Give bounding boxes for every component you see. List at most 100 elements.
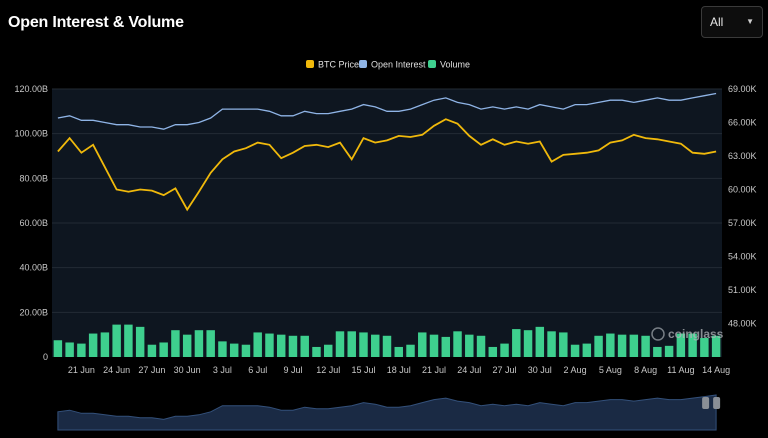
navigator-area: [57, 394, 717, 431]
x-tick-label: 30 Jun: [174, 365, 201, 375]
volume-bar[interactable]: [394, 346, 403, 357]
volume-bar[interactable]: [312, 346, 321, 357]
coinglass-logo-icon: [651, 327, 665, 341]
navigator-right-handle[interactable]: [713, 397, 721, 409]
volume-bar[interactable]: [265, 333, 274, 357]
volume-bar[interactable]: [711, 335, 721, 357]
legend-swatch: [306, 60, 314, 68]
volume-bar[interactable]: [323, 344, 333, 357]
volume-bar[interactable]: [276, 334, 286, 357]
chevron-down-icon: ▼: [746, 17, 754, 26]
volume-bar[interactable]: [347, 331, 356, 357]
volume-bar[interactable]: [100, 332, 110, 357]
volume-bar[interactable]: [65, 342, 74, 357]
volume-bar[interactable]: [653, 346, 662, 357]
right-tick-label: 48.00K: [728, 319, 757, 329]
btc-price-line[interactable]: [57, 118, 717, 212]
range-navigator[interactable]: [57, 394, 721, 431]
legend[interactable]: BTC Price Open Interest Volume: [306, 60, 470, 70]
x-tick-label: 6 Jul: [248, 365, 267, 375]
x-tick-label: 21 Jul: [422, 365, 446, 375]
volume-bar[interactable]: [206, 330, 215, 357]
volume-bar[interactable]: [253, 332, 262, 357]
legend-swatch: [359, 60, 367, 68]
volume-bar[interactable]: [53, 340, 63, 357]
x-tick-label: 9 Jul: [283, 365, 302, 375]
volume-bar[interactable]: [418, 332, 427, 357]
left-axis: 0 20.00B 40.00B 60.00B 80.00B 100.00B 120.00B: [14, 84, 48, 362]
left-tick-label: 60.00B: [19, 218, 48, 228]
volume-bar[interactable]: [523, 330, 533, 357]
volume-bar[interactable]: [77, 343, 86, 357]
volume-bar[interactable]: [664, 345, 674, 357]
volume-bar[interactable]: [676, 333, 686, 357]
volume-bar[interactable]: [171, 330, 180, 357]
volume-bar[interactable]: [582, 343, 592, 357]
legend-item[interactable]: Open Interest: [359, 60, 426, 70]
volume-bar[interactable]: [500, 343, 509, 357]
range-dropdown-value: All: [710, 15, 724, 29]
volume-bar[interactable]: [88, 333, 98, 357]
right-tick-label: 57.00K: [728, 218, 757, 228]
left-tick-label: 120.00B: [14, 84, 48, 94]
volume-bar[interactable]: [476, 335, 486, 357]
volume-bar[interactable]: [700, 338, 709, 357]
volume-bar[interactable]: [288, 335, 298, 357]
volume-bar[interactable]: [135, 326, 145, 357]
x-tick-label: 15 Jul: [351, 365, 375, 375]
volume-bar[interactable]: [488, 346, 498, 357]
left-tick-label: 20.00B: [19, 307, 48, 317]
volume-bar[interactable]: [570, 344, 580, 357]
left-tick-label: 0: [43, 352, 48, 362]
volume-bar[interactable]: [547, 331, 556, 357]
volume-bar[interactable]: [465, 334, 474, 357]
volume-bar[interactable]: [406, 344, 415, 357]
volume-bar[interactable]: [594, 335, 603, 357]
x-tick-label: 27 Jul: [493, 365, 517, 375]
volume-bar[interactable]: [300, 335, 309, 357]
volume-bar[interactable]: [147, 344, 157, 357]
volume-bar[interactable]: [359, 332, 368, 357]
volume-bar[interactable]: [371, 334, 380, 357]
right-axis: 48.00K 51.00K 54.00K 57.00K 60.00K 63.00K 66.0…: [728, 84, 757, 329]
volume-bar[interactable]: [535, 326, 545, 357]
x-tick-label: 30 Jul: [528, 365, 552, 375]
x-tick-label: 3 Jul: [213, 365, 232, 375]
volume-bar[interactable]: [629, 334, 639, 357]
right-tick-label: 60.00K: [728, 185, 757, 195]
volume-bar[interactable]: [606, 333, 615, 357]
legend-swatch: [428, 60, 436, 68]
volume-bar[interactable]: [441, 336, 451, 357]
volume-bar[interactable]: [194, 330, 204, 357]
right-tick-label: 54.00K: [728, 252, 757, 262]
volume-bar[interactable]: [229, 343, 239, 357]
volume-bar[interactable]: [688, 333, 697, 357]
open-interest-line[interactable]: [57, 92, 717, 130]
volume-bars[interactable]: [53, 324, 721, 357]
navigator-left-handle[interactable]: [702, 397, 710, 409]
volume-bar[interactable]: [182, 334, 192, 357]
volume-bar[interactable]: [641, 335, 650, 357]
range-dropdown[interactable]: All ▼: [701, 6, 763, 38]
right-tick-label: 69.00K: [728, 84, 757, 94]
legend-label: BTC Price: [318, 60, 359, 70]
volume-bar[interactable]: [159, 342, 168, 357]
volume-bar[interactable]: [617, 334, 627, 357]
volume-bar[interactable]: [453, 331, 462, 357]
legend-item[interactable]: Volume: [428, 60, 470, 70]
watermark-text: coinglass: [668, 327, 724, 341]
volume-bar[interactable]: [241, 344, 251, 357]
volume-bar[interactable]: [335, 331, 345, 357]
volume-bar[interactable]: [382, 335, 392, 357]
legend-label: Volume: [440, 60, 470, 70]
volume-bar[interactable]: [429, 334, 439, 357]
volume-bar[interactable]: [512, 329, 521, 357]
volume-bar[interactable]: [124, 324, 133, 357]
volume-bar[interactable]: [112, 324, 121, 357]
x-tick-label: 8 Aug: [634, 365, 657, 375]
volume-bar[interactable]: [559, 332, 568, 357]
volume-bar[interactable]: [218, 341, 227, 357]
legend-item[interactable]: BTC Price: [306, 60, 359, 70]
x-tick-label: 14 Aug: [702, 365, 730, 375]
